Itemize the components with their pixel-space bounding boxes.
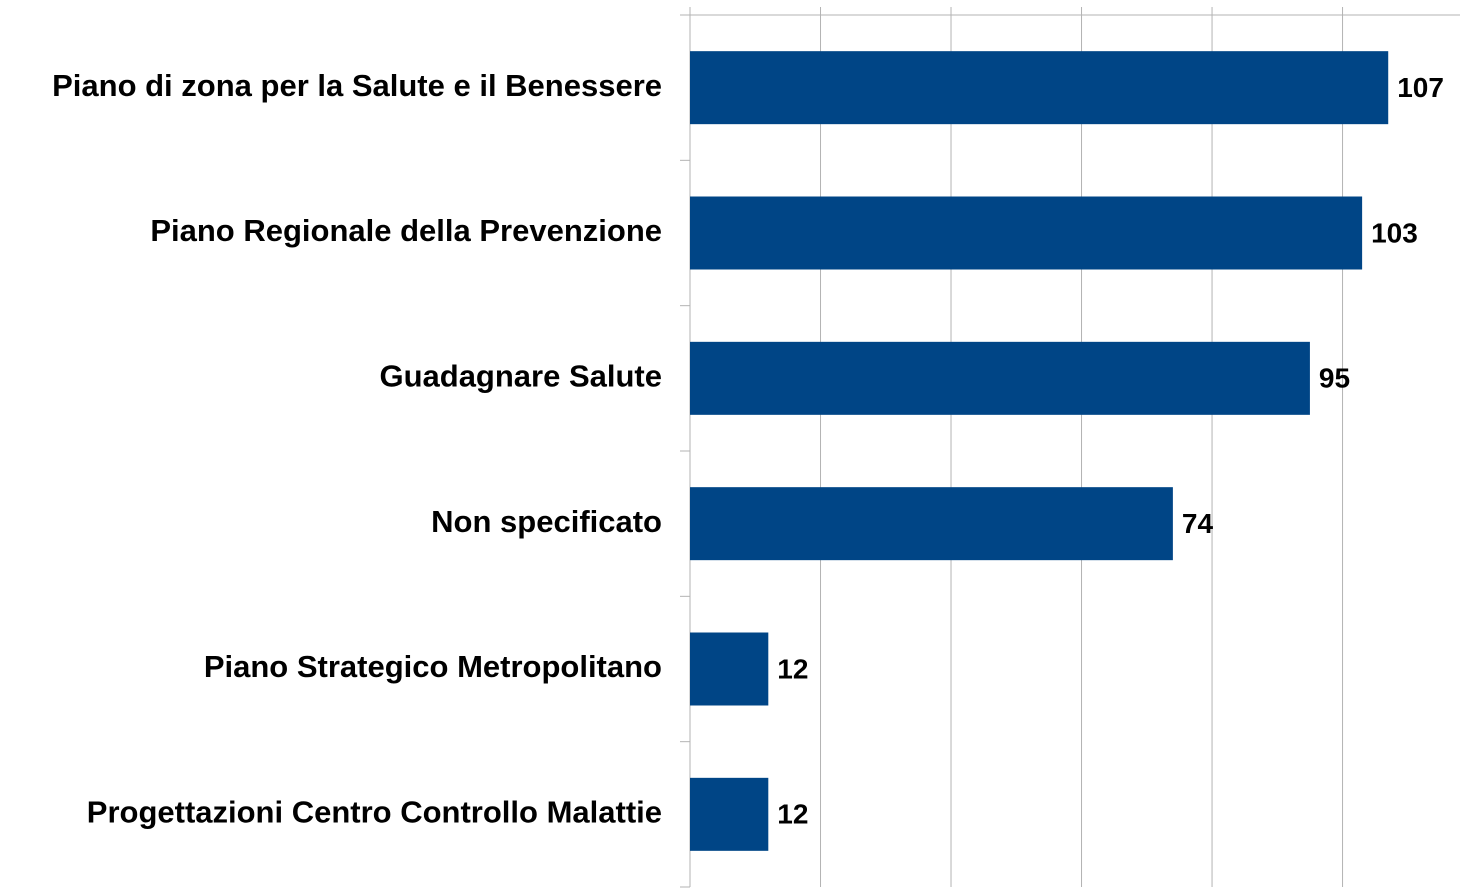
bar	[690, 196, 1363, 270]
category-label: Guadagnare Salute	[379, 359, 662, 394]
bar	[690, 51, 1389, 125]
value-label: 12	[777, 799, 808, 830]
category-label: Piano Regionale della Prevenzione	[150, 213, 662, 248]
category-label: Piano di zona per la Salute e il Benesse…	[52, 68, 662, 103]
value-label: 107	[1397, 72, 1444, 103]
value-label: 12	[777, 653, 808, 684]
bar	[690, 341, 1310, 415]
value-label: 103	[1371, 217, 1418, 248]
category-label: Piano Strategico Metropolitano	[204, 649, 662, 684]
bar	[690, 777, 769, 851]
bar	[690, 632, 769, 706]
bar	[690, 487, 1173, 561]
category-label: Progettazioni Centro Controllo Malattie	[87, 795, 662, 830]
category-label: Non specificato	[431, 504, 662, 539]
value-label: 95	[1319, 363, 1350, 394]
value-label: 74	[1182, 508, 1214, 539]
